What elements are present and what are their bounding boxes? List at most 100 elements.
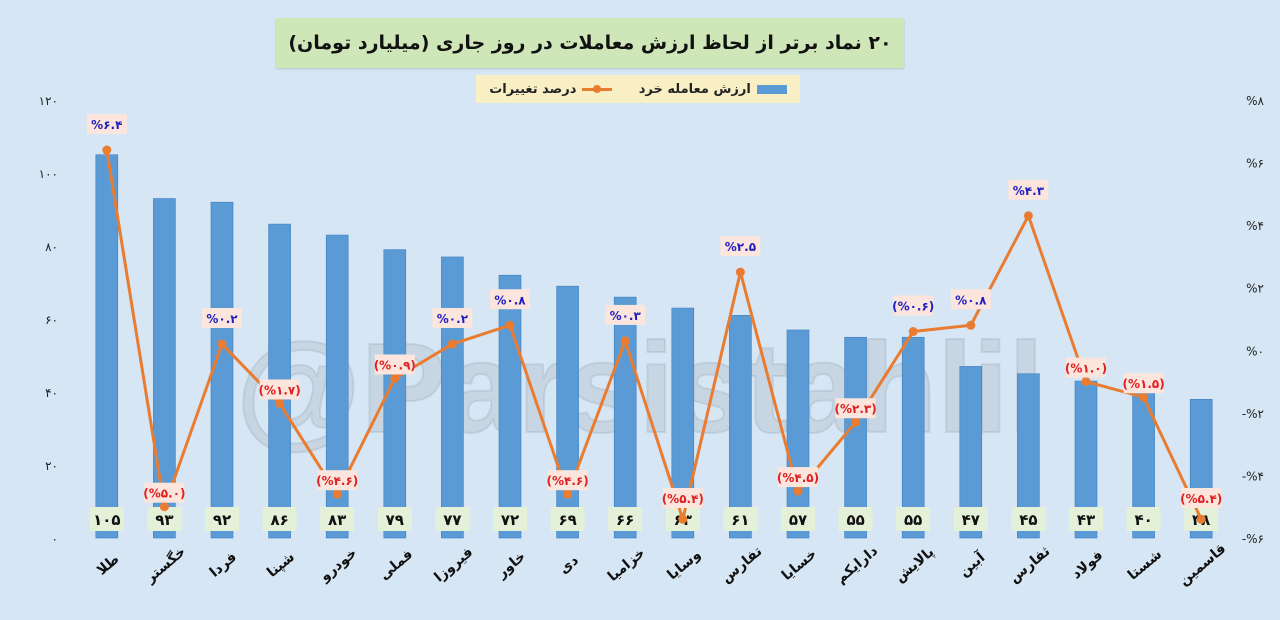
bar (210, 201, 234, 539)
category-label: پالایش (892, 544, 938, 586)
right-tick-label: %۶ (1246, 157, 1264, 171)
bar-value-box (723, 507, 758, 531)
category-label: فملی (376, 546, 416, 583)
bar-value-label: ۵۵ (904, 511, 922, 529)
category-label: خاور (493, 548, 529, 582)
bar-value-label: ۹۲ (213, 511, 231, 529)
line-point (678, 514, 688, 524)
bar-value-label: ۷۷ (443, 511, 461, 529)
bar (1017, 373, 1040, 539)
percent-label: (%۵.۴) (662, 492, 704, 506)
bar-value-label: ۶۱ (731, 511, 749, 529)
percent-box (490, 289, 530, 310)
percent-box (720, 236, 761, 257)
category-label: شپنا (264, 549, 298, 581)
line-point (1023, 211, 1033, 221)
category-label: خسایا (779, 546, 820, 584)
bar-value-box (896, 507, 931, 531)
percent-box (86, 114, 127, 135)
percent-label: %۰.۸ (955, 293, 987, 307)
line-point (275, 398, 285, 408)
bar-value-label: ۹۳ (155, 511, 173, 529)
bar-value-box (262, 507, 297, 531)
percent-box (317, 470, 358, 491)
bar-value-label: ۴۰ (1134, 511, 1152, 529)
percent-box (835, 398, 876, 419)
percent-box (259, 379, 300, 400)
chart-title: ۲۰ نماد برتر از لحاظ ارزش معاملات در روز… (288, 32, 892, 54)
bar-value-box (1126, 507, 1161, 531)
category-label: فردا (207, 549, 240, 580)
percent-label: %۲.۵ (725, 240, 756, 254)
bar-value-box (608, 507, 643, 531)
bar (153, 198, 176, 539)
bar-value-box (953, 507, 988, 531)
legend-swatch-bar (756, 84, 787, 94)
category-label: دارایکم (833, 543, 881, 587)
percent-label: (%۱.۷) (258, 383, 300, 397)
line-point (217, 339, 227, 349)
percent-label: (%۴.۶) (546, 474, 588, 488)
chart-title-box: ۲۰ نماد برتر از لحاظ ارزش معاملات در روز… (276, 18, 904, 68)
category-label: تفارس (718, 543, 765, 586)
percent-label: (%۱.۵) (1122, 377, 1164, 391)
right-tick-label: %۲ (1246, 282, 1264, 296)
bar-value-labels: ۱۰۵۹۳۹۲۸۶۸۳۷۹۷۷۷۲۶۹۶۶۶۳۶۱۵۷۵۵۵۵۴۷۴۵۴۳۴۰۳… (89, 507, 1219, 531)
percent-label: (%۴.۵) (777, 471, 819, 485)
percent-box (1181, 488, 1222, 508)
category-label: خگستر (141, 543, 189, 587)
line-point (620, 336, 630, 346)
bar-value-box (493, 507, 527, 531)
legend-swatch-line (582, 84, 613, 93)
line-point (447, 339, 457, 349)
bar (441, 256, 464, 539)
bar (671, 307, 695, 539)
legend: ارزش معامله خرد درصد تغییرات (476, 75, 800, 103)
percent-label: %۰.۲ (437, 312, 469, 326)
percent-box (547, 470, 588, 491)
right-tick-label: %۰ (1246, 344, 1264, 358)
percent-label: %۰.۳ (610, 309, 642, 323)
percent-box (605, 304, 646, 325)
percent-box (950, 289, 991, 310)
legend-label-line: درصد تغییرات (489, 81, 577, 97)
bar (786, 329, 810, 539)
percent-label: (%۴.۶) (316, 474, 358, 488)
left-tick-label: ۴۰ (45, 386, 58, 400)
left-tick-label: ۸۰ (45, 240, 58, 254)
category-label: فیروزا (431, 544, 476, 585)
category-labels: طلا خگستر فردا شپنا خودرو فملی فیروزا خاور دی خزا… (94, 541, 1229, 589)
line-point (505, 320, 515, 330)
bar (613, 296, 637, 539)
percent-box (778, 467, 818, 488)
bar-value-box (1069, 507, 1103, 531)
left-tick-label: ۱۰۰ (39, 167, 58, 181)
line-point (102, 145, 112, 155)
bar (901, 336, 925, 539)
percent-box (374, 354, 415, 375)
right-tick-label: -%۲ (1242, 407, 1264, 421)
legend-item-line: درصد تغییرات (489, 81, 613, 97)
percent-box (893, 295, 934, 316)
percent-box (432, 308, 473, 329)
bar (95, 154, 119, 539)
line-point (851, 417, 861, 427)
percent-label: (%۰.۹) (374, 358, 416, 372)
percent-label: %۴.۳ (1013, 184, 1045, 198)
percent-label: %۰.۲ (206, 312, 238, 326)
legend-item-bars: ارزش معامله خرد (639, 82, 787, 97)
percent-box (144, 482, 185, 503)
percent-label: (%۱.۰) (1065, 362, 1107, 376)
bar-value-box (550, 507, 585, 531)
percent-box (662, 488, 703, 508)
right-tick-label: -%۶ (1242, 532, 1264, 546)
left-tick-label: ۰ (52, 532, 58, 546)
right-tick-label: %۸ (1246, 94, 1264, 108)
percent-label: (%۰.۶) (892, 300, 934, 314)
bar-value-label: ۷۹ (386, 511, 404, 529)
line-point (332, 489, 342, 499)
bar-value-box (89, 507, 124, 531)
percent-label: (%۲.۳) (834, 402, 876, 416)
bar-value-label: ۷۲ (501, 511, 519, 529)
